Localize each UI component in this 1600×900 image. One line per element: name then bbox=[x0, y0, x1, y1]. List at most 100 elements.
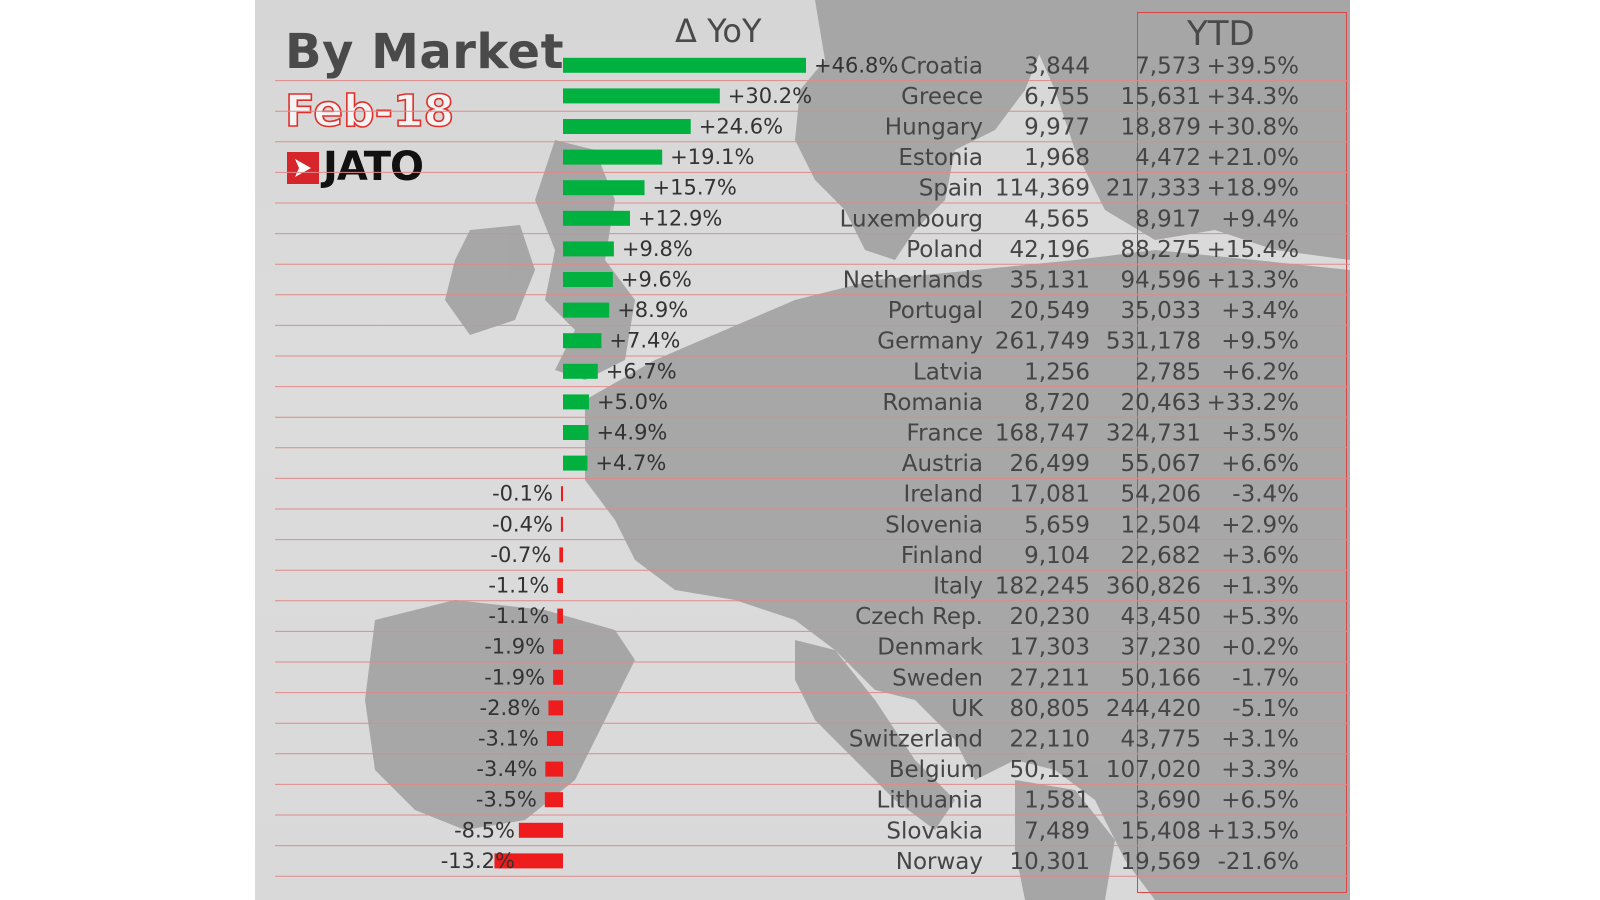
market-name-label: Lithuania bbox=[876, 788, 983, 814]
chart-panel: By Market Feb-18 JATO Δ YoY YTD +46.8% Cr… bbox=[255, 0, 1350, 900]
yoy-bar-positive bbox=[563, 272, 613, 287]
month-volume-value: 114,369 bbox=[995, 176, 1090, 202]
yoy-data-label: -1.9% bbox=[484, 665, 545, 689]
ytd-growth-value: +3.5% bbox=[1221, 421, 1299, 447]
yoy-data-label: -3.5% bbox=[476, 788, 537, 812]
ytd-volume-value: 88,275 bbox=[1121, 237, 1201, 263]
yoy-bar-negative bbox=[545, 761, 563, 777]
yoy-bar-negative bbox=[557, 578, 563, 593]
market-name-label: Switzerland bbox=[849, 727, 983, 753]
yoy-bar-negative bbox=[553, 669, 563, 685]
yoy-data-label: +4.9% bbox=[596, 421, 667, 445]
ytd-volume-value: 15,631 bbox=[1121, 84, 1201, 110]
month-volume-value: 10,301 bbox=[1010, 849, 1090, 875]
ytd-volume-value: 35,033 bbox=[1121, 298, 1201, 324]
ytd-volume-value: 94,596 bbox=[1121, 268, 1201, 294]
month-volume-value: 1,968 bbox=[1024, 145, 1090, 171]
market-name-label: Germany bbox=[877, 329, 983, 355]
yoy-bar-positive bbox=[563, 455, 588, 471]
ytd-growth-value: +30.8% bbox=[1207, 115, 1299, 141]
ytd-growth-value: +33.2% bbox=[1207, 390, 1299, 416]
ytd-growth-value: +34.3% bbox=[1207, 84, 1299, 110]
yoy-data-label: -8.5% bbox=[454, 818, 515, 842]
ytd-growth-value: -5.1% bbox=[1232, 696, 1299, 722]
ytd-volume-value: 20,463 bbox=[1121, 390, 1201, 416]
market-name-label: Croatia bbox=[900, 53, 983, 79]
market-name-label: Spain bbox=[919, 176, 983, 202]
ytd-growth-value: +5.3% bbox=[1221, 604, 1299, 630]
ytd-column-frame bbox=[1137, 12, 1347, 893]
market-name-label: Italy bbox=[933, 574, 983, 600]
month-volume-value: 9,104 bbox=[1024, 543, 1090, 569]
yoy-bar-positive bbox=[563, 363, 598, 379]
ytd-growth-value: +13.5% bbox=[1207, 818, 1299, 844]
market-name-label: Luxembourg bbox=[840, 206, 983, 232]
yoy-bar-positive bbox=[563, 180, 645, 196]
yoy-bar-positive bbox=[563, 302, 610, 318]
yoy-data-label: -0.4% bbox=[492, 512, 553, 536]
yoy-bar-negative bbox=[518, 822, 563, 838]
yoy-data-label: +30.2% bbox=[728, 84, 812, 108]
market-name-label: Romania bbox=[882, 390, 983, 416]
market-name-label: Netherlands bbox=[843, 268, 983, 294]
ytd-growth-value: +2.9% bbox=[1221, 512, 1299, 538]
yoy-data-label: +12.9% bbox=[638, 206, 722, 230]
ytd-volume-value: 54,206 bbox=[1121, 482, 1201, 508]
yoy-bar-positive bbox=[563, 425, 589, 440]
ytd-growth-value: +6.5% bbox=[1221, 788, 1299, 814]
ytd-volume-value: 7,573 bbox=[1135, 53, 1201, 79]
ytd-volume-value: 2,785 bbox=[1135, 359, 1201, 385]
yoy-data-label: +15.7% bbox=[653, 176, 737, 200]
ytd-growth-value: +3.4% bbox=[1221, 298, 1299, 324]
market-name-label: Hungary bbox=[885, 115, 983, 141]
month-volume-value: 20,549 bbox=[1010, 298, 1090, 324]
yoy-data-label: +6.7% bbox=[606, 359, 677, 383]
market-name-label: Czech Rep. bbox=[855, 604, 983, 630]
ytd-volume-value: 324,731 bbox=[1106, 421, 1201, 447]
yoy-data-label: +5.0% bbox=[597, 390, 668, 414]
yoy-data-label: +46.8% bbox=[814, 53, 898, 77]
market-name-label: Latvia bbox=[913, 359, 983, 385]
ytd-growth-value: +0.2% bbox=[1221, 635, 1299, 661]
yoy-bar-negative bbox=[561, 486, 563, 502]
yoy-data-label: -2.8% bbox=[480, 696, 541, 720]
market-name-label: Norway bbox=[896, 849, 983, 875]
yoy-bar-negative bbox=[544, 792, 563, 808]
ytd-volume-value: 107,020 bbox=[1106, 757, 1201, 783]
yoy-bar-positive bbox=[563, 57, 806, 73]
yoy-data-label: -3.4% bbox=[476, 757, 537, 781]
month-volume-value: 1,256 bbox=[1024, 359, 1090, 385]
ytd-growth-value: +15.4% bbox=[1207, 237, 1299, 263]
ytd-growth-value: +6.2% bbox=[1221, 359, 1299, 385]
market-name-label: UK bbox=[951, 696, 984, 722]
yoy-data-label: +19.1% bbox=[670, 145, 754, 169]
ytd-column-header: YTD bbox=[1187, 14, 1255, 54]
yoy-bar-positive bbox=[563, 149, 663, 165]
month-volume-value: 3,844 bbox=[1024, 53, 1090, 79]
month-volume-value: 6,755 bbox=[1024, 84, 1090, 110]
europe-map-background bbox=[365, 0, 1350, 900]
yoy-data-label: -1.1% bbox=[488, 604, 549, 628]
market-bar-chart: +46.8% Croatia 3,844 7,573 +39.5% +30.2% Greec… bbox=[275, 53, 1350, 877]
ytd-growth-value: -3.4% bbox=[1232, 482, 1299, 508]
market-name-label: Belgium bbox=[889, 757, 983, 783]
ytd-volume-value: 244,420 bbox=[1106, 696, 1201, 722]
yoy-bar-positive bbox=[563, 241, 614, 257]
market-name-label: Finland bbox=[901, 543, 983, 569]
market-name-label: Portugal bbox=[888, 298, 983, 324]
ytd-growth-value: +9.5% bbox=[1221, 329, 1299, 355]
yoy-data-label: -1.9% bbox=[484, 635, 545, 659]
jato-logo-text: JATO bbox=[323, 144, 424, 190]
yoy-bar-positive bbox=[563, 333, 602, 349]
ytd-volume-value: 531,178 bbox=[1106, 329, 1201, 355]
month-volume-value: 35,131 bbox=[1010, 268, 1090, 294]
yoy-bar-positive bbox=[563, 88, 720, 104]
ytd-growth-value: +3.6% bbox=[1221, 543, 1299, 569]
ytd-growth-value: -21.6% bbox=[1218, 849, 1299, 875]
market-name-label: Poland bbox=[906, 237, 983, 263]
month-volume-value: 50,151 bbox=[1010, 757, 1090, 783]
ytd-volume-value: 37,230 bbox=[1121, 635, 1201, 661]
month-volume-value: 5,659 bbox=[1024, 512, 1090, 538]
yoy-bar-negative bbox=[546, 731, 563, 746]
market-name-label: Austria bbox=[902, 451, 983, 477]
